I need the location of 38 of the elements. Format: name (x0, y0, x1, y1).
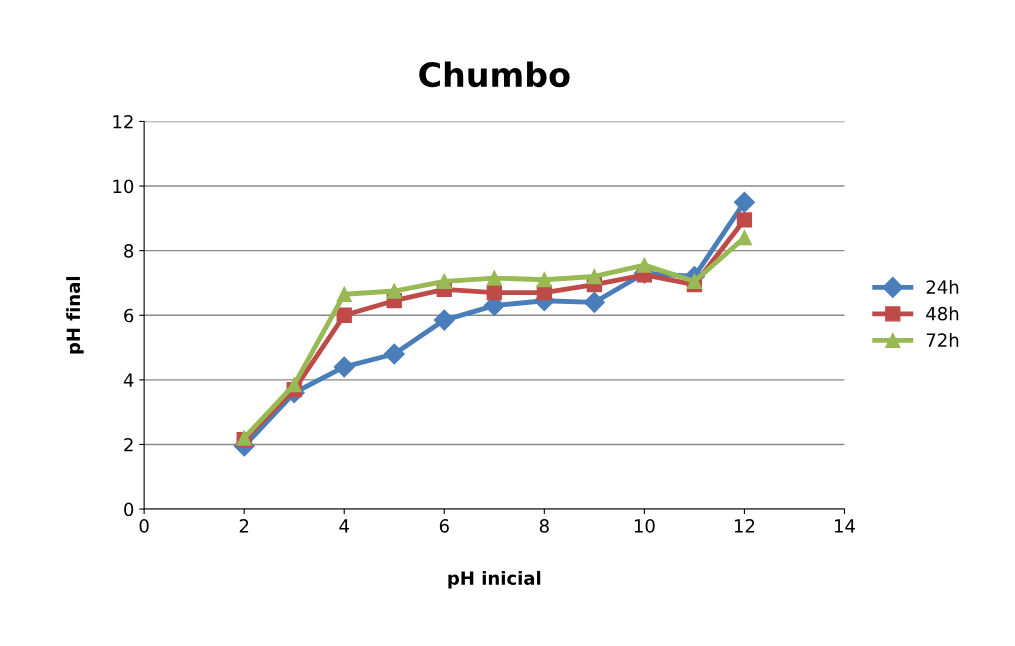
point (586, 268, 602, 285)
point (486, 284, 502, 301)
y-tick-label: 6 (124, 308, 134, 323)
point (536, 272, 552, 288)
point (486, 270, 502, 286)
y-tick-label: 2 (124, 437, 133, 452)
x-tick-label: 10 (634, 519, 655, 533)
legend-label: 48h (926, 306, 959, 321)
point (733, 191, 755, 213)
x-tick-label: 6 (439, 519, 449, 533)
x-tick-label: 8 (539, 519, 549, 533)
legend-label: 24h (926, 280, 959, 294)
point (383, 343, 405, 365)
y-axis-title: pH final (66, 276, 84, 354)
legend-label: 72h (926, 333, 959, 347)
x-tick-label: 2 (239, 519, 249, 533)
point (636, 257, 653, 273)
point (433, 309, 455, 331)
point (583, 291, 605, 313)
y-tick-label: 0 (124, 502, 134, 517)
x-tick-label: 4 (339, 519, 349, 533)
x-tick-label: 12 (734, 519, 755, 533)
chart-title: Chumbo (419, 61, 570, 88)
point (736, 212, 753, 228)
x-tick-label: 0 (139, 519, 149, 533)
y-tick-label: 4 (123, 373, 134, 387)
point (336, 307, 352, 323)
point (386, 283, 402, 299)
point (333, 356, 355, 378)
point (686, 273, 703, 289)
y-tick-label: 10 (113, 179, 134, 194)
point (436, 273, 452, 289)
x-axis-title: pH inicial (448, 570, 541, 589)
y-tick-label: 12 (113, 114, 133, 129)
point (336, 286, 352, 302)
y-tick-label: 8 (124, 244, 134, 258)
x-tick-label: 14 (834, 519, 855, 533)
point (286, 377, 302, 393)
